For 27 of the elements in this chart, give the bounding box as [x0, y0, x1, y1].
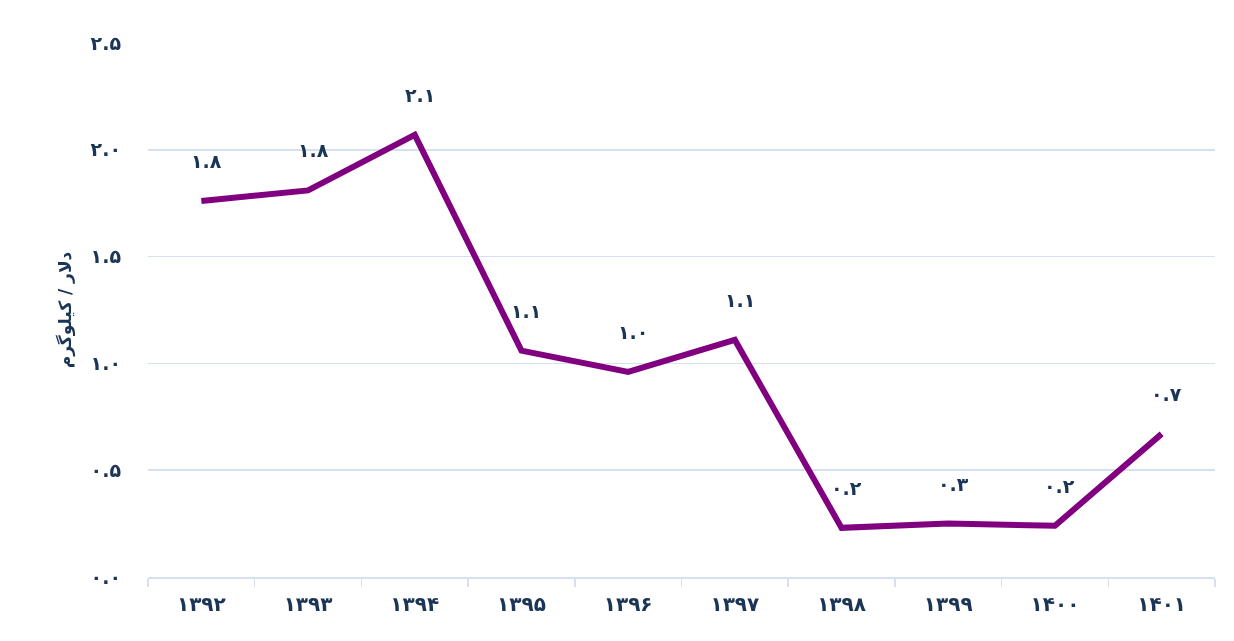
data-label: ۱.۱	[725, 289, 756, 311]
data-label: ۱.۱	[511, 300, 542, 322]
y-tick-label: ۱.۵	[90, 245, 122, 268]
data-label: ۰.۲	[831, 477, 862, 499]
data-label: ۱.۸	[191, 150, 222, 172]
data-label: ۰.۷	[1151, 383, 1182, 405]
data-label: ۱.۰	[618, 321, 649, 343]
data-label: ۰.۳	[938, 473, 969, 495]
data-label: ۰.۲	[1044, 475, 1075, 497]
x-tick-label: ۱۳۹۹	[923, 591, 973, 616]
x-tick-label: ۱۳۹۲	[176, 591, 226, 616]
y-axis-title: دلار / کیلوگرم	[55, 251, 77, 369]
x-tick-label: ۱۳۹۷	[710, 591, 760, 616]
x-tick-label: ۱۳۹۳	[283, 591, 333, 616]
data-label: ۲.۱	[405, 84, 436, 106]
y-tick-label: ۰.۵	[90, 458, 122, 481]
x-tick-label: ۱۳۹۴	[390, 591, 440, 616]
y-tick-label: ۱.۰	[90, 352, 121, 375]
x-tick-label: ۱۴۰۰	[1030, 591, 1080, 616]
x-tick-label: ۱۳۹۵	[497, 591, 546, 616]
y-tick-label: ۲.۵	[90, 31, 122, 54]
y-tick-label: ۰.۰	[90, 565, 121, 588]
x-tick-label: ۱۴۰۱	[1137, 591, 1187, 616]
x-tick-label: ۱۳۹۶	[603, 591, 653, 616]
y-tick-label: ۲.۰	[90, 138, 121, 161]
data-label: ۱.۸	[298, 139, 329, 161]
x-tick-label: ۱۳۹۸	[817, 591, 866, 616]
